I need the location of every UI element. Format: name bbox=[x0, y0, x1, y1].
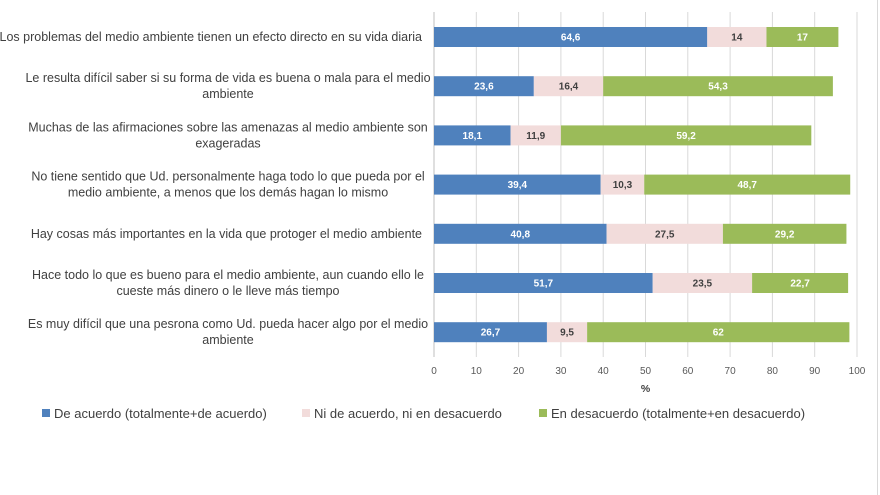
bar-segment bbox=[434, 322, 547, 343]
x-tick-label: 60 bbox=[682, 366, 694, 377]
data-label: 23,6 bbox=[474, 82, 494, 93]
data-label: 54,3 bbox=[708, 82, 728, 93]
bar-segment bbox=[434, 27, 708, 47]
data-label: 39,4 bbox=[508, 180, 528, 191]
data-label: 29,2 bbox=[775, 229, 795, 240]
data-label: 48,7 bbox=[737, 180, 757, 191]
legend-swatch bbox=[42, 409, 50, 417]
bar-segment bbox=[533, 76, 604, 97]
bar-segment bbox=[652, 273, 753, 293]
bar-segment bbox=[546, 322, 588, 343]
category-label: Es muy difícil que una pesrona como Ud. … bbox=[28, 317, 428, 331]
data-label: 26,7 bbox=[481, 328, 501, 339]
x-tick-label: 10 bbox=[471, 366, 483, 377]
x-tick-label: 70 bbox=[725, 366, 737, 377]
category-label: ambiente bbox=[202, 333, 253, 347]
data-label: 18,1 bbox=[463, 131, 483, 142]
bar-segment bbox=[707, 27, 767, 47]
category-label: Le resulta difícil saber si su forma de … bbox=[25, 71, 430, 85]
x-axis-title: % bbox=[641, 383, 651, 395]
bar-segment bbox=[606, 223, 723, 244]
data-label: 27,5 bbox=[655, 229, 675, 240]
bar-segment bbox=[560, 125, 812, 146]
data-label: 16,4 bbox=[559, 82, 579, 93]
x-axis-ticks: 0 10 20 30 40 50 60 70 80 90 100 bbox=[431, 366, 866, 377]
bar-segment bbox=[434, 76, 534, 97]
category-label: Hay cosas más importantes en la vida que… bbox=[31, 227, 422, 241]
bar-segment bbox=[434, 273, 653, 293]
data-label: 10,3 bbox=[613, 180, 633, 191]
bar-segment bbox=[510, 125, 561, 146]
bar-segment bbox=[644, 174, 851, 195]
data-label: 62 bbox=[713, 328, 725, 339]
data-label: 11,9 bbox=[526, 131, 545, 142]
x-tick-label: 100 bbox=[849, 366, 866, 377]
right-border bbox=[877, 0, 878, 495]
bars: 64,6 14 17 23,6 16,4 54,3 18,1 11,9 59,2 39,4 10,3… bbox=[434, 27, 851, 343]
bar-segment bbox=[603, 76, 833, 97]
legend: De acuerdo (totalmente+de acuerdo) Ni de … bbox=[42, 406, 805, 421]
x-tick-label: 80 bbox=[767, 366, 779, 377]
legend-label: Ni de acuerdo, ni en desacuerdo bbox=[314, 406, 502, 421]
category-label: exageradas bbox=[195, 136, 260, 150]
legend-label: De acuerdo (totalmente+de acuerdo) bbox=[54, 406, 267, 421]
category-label: medio ambiente, a menos que los demás ha… bbox=[68, 186, 388, 200]
x-tick-label: 20 bbox=[513, 366, 525, 377]
category-label: Hace todo lo que es bueno para el medio … bbox=[32, 268, 424, 282]
bar-segment bbox=[434, 223, 607, 244]
legend-label: En desacuerdo (totalmente+en desacuerdo) bbox=[551, 406, 805, 421]
data-label: 51,7 bbox=[534, 279, 554, 290]
x-tick-label: 30 bbox=[555, 366, 567, 377]
category-label: cueste más dinero o le lleve más tiempo bbox=[116, 284, 339, 298]
data-label: 14 bbox=[731, 33, 743, 44]
legend-swatch bbox=[539, 409, 547, 417]
data-label: 40,8 bbox=[511, 229, 531, 240]
bar-segment bbox=[766, 27, 839, 47]
category-label: Muchas de las afirmaciones sobre las ame… bbox=[28, 120, 428, 134]
data-label: 22,7 bbox=[790, 279, 810, 290]
bar-segment bbox=[722, 223, 847, 244]
data-label: 9,5 bbox=[560, 328, 574, 339]
bar-segment bbox=[600, 174, 645, 195]
bar-segment bbox=[434, 174, 601, 195]
data-label: 23,5 bbox=[693, 279, 713, 290]
category-label: Los problemas del medio ambiente tienen … bbox=[0, 30, 422, 44]
x-tick-label: 0 bbox=[431, 366, 437, 377]
legend-swatch bbox=[302, 409, 310, 417]
category-label: No tiene sentido que Ud. personalmente h… bbox=[31, 170, 424, 184]
data-label: 64,6 bbox=[561, 33, 581, 44]
data-label: 59,2 bbox=[676, 131, 696, 142]
bar-segment bbox=[587, 322, 850, 343]
bar-segment bbox=[752, 273, 849, 293]
bar-segment bbox=[434, 125, 511, 146]
x-tick-label: 50 bbox=[640, 366, 652, 377]
category-labels: Los problemas del medio ambiente tienen … bbox=[0, 30, 431, 347]
x-tick-label: 40 bbox=[598, 366, 610, 377]
category-label: ambiente bbox=[202, 87, 253, 101]
x-tick-label: 90 bbox=[809, 366, 821, 377]
data-label: 17 bbox=[797, 33, 809, 44]
